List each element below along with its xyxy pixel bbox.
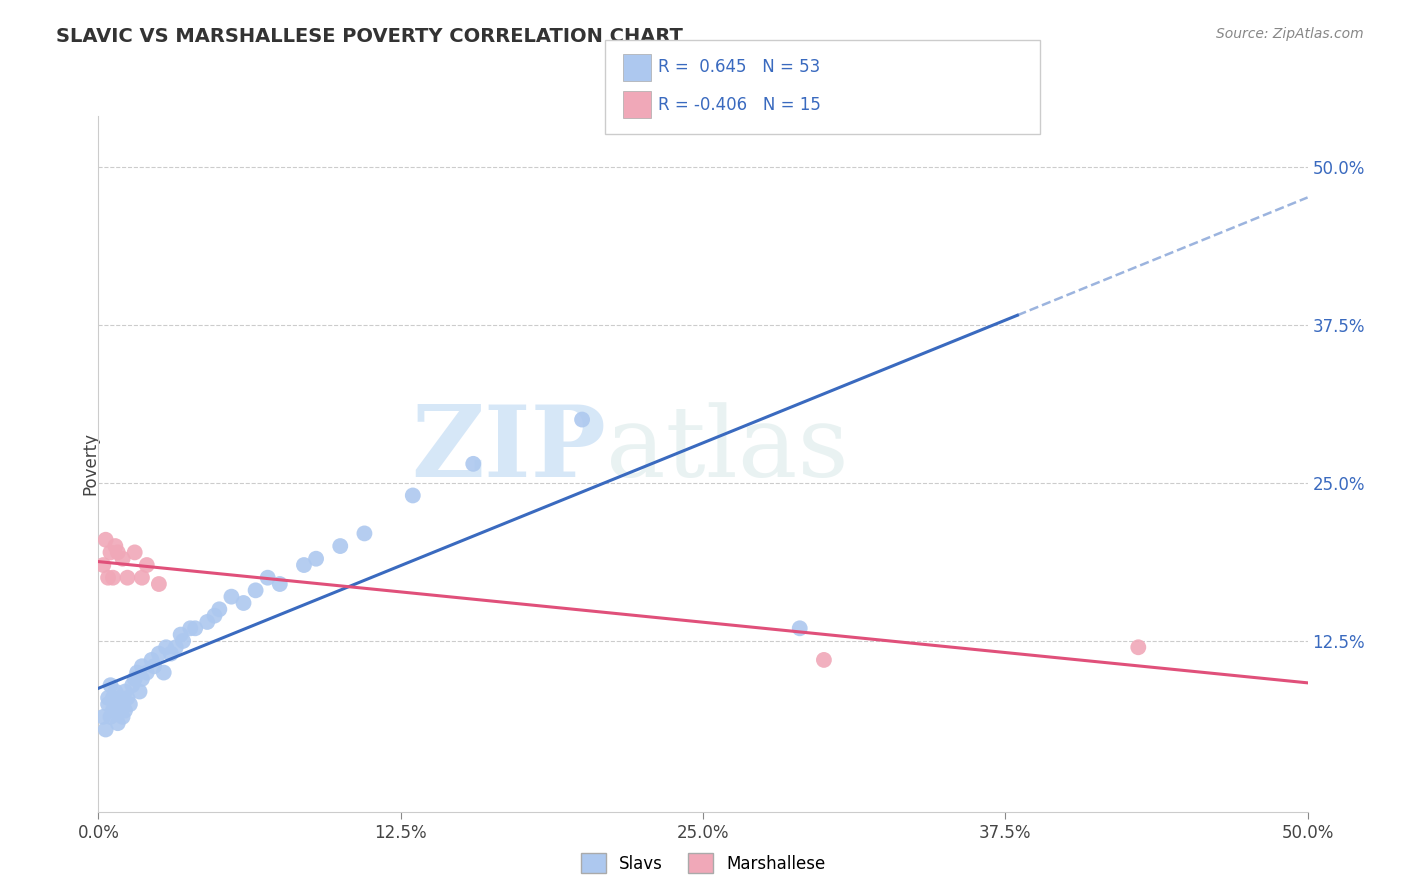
Point bbox=[97, 690, 120, 705]
Point bbox=[97, 697, 120, 711]
Point bbox=[94, 723, 117, 737]
Point bbox=[135, 558, 157, 572]
Point bbox=[91, 558, 114, 572]
Point bbox=[114, 684, 136, 698]
Point bbox=[128, 684, 150, 698]
Point bbox=[305, 551, 328, 566]
Point bbox=[135, 665, 157, 680]
Point bbox=[121, 678, 143, 692]
Point bbox=[160, 647, 183, 661]
Point bbox=[117, 690, 139, 705]
Point bbox=[143, 659, 166, 673]
Point bbox=[148, 647, 170, 661]
Point bbox=[100, 545, 122, 559]
Point bbox=[104, 684, 127, 698]
Point bbox=[94, 533, 117, 547]
Point bbox=[402, 488, 425, 502]
Point bbox=[101, 704, 124, 718]
Point bbox=[114, 704, 136, 718]
Point bbox=[184, 621, 207, 635]
Point bbox=[179, 621, 201, 635]
Point bbox=[108, 690, 131, 705]
Point bbox=[101, 690, 124, 705]
Point bbox=[107, 704, 129, 718]
Point bbox=[104, 539, 127, 553]
Text: SLAVIC VS MARSHALLESE POVERTY CORRELATION CHART: SLAVIC VS MARSHALLESE POVERTY CORRELATIO… bbox=[56, 27, 683, 45]
Point bbox=[353, 526, 375, 541]
Point bbox=[329, 539, 352, 553]
Point bbox=[789, 621, 811, 635]
Point bbox=[117, 571, 139, 585]
Point bbox=[195, 615, 218, 629]
Point bbox=[111, 551, 134, 566]
Text: R =  0.645   N = 53: R = 0.645 N = 53 bbox=[658, 59, 820, 77]
Point bbox=[571, 412, 593, 426]
Point bbox=[118, 697, 141, 711]
Point bbox=[245, 583, 267, 598]
Point bbox=[172, 634, 194, 648]
Point bbox=[1128, 640, 1150, 655]
Point bbox=[107, 545, 129, 559]
Point bbox=[256, 571, 278, 585]
Text: ZIP: ZIP bbox=[412, 401, 606, 499]
Text: R = -0.406   N = 15: R = -0.406 N = 15 bbox=[658, 95, 821, 114]
Point bbox=[100, 710, 122, 724]
Point bbox=[124, 545, 146, 559]
Point bbox=[131, 571, 153, 585]
Point bbox=[813, 653, 835, 667]
Point bbox=[111, 710, 134, 724]
Point bbox=[124, 672, 146, 686]
Point bbox=[292, 558, 315, 572]
Point bbox=[221, 590, 243, 604]
Point bbox=[127, 665, 149, 680]
Point bbox=[148, 577, 170, 591]
Point bbox=[204, 608, 226, 623]
Text: Source: ZipAtlas.com: Source: ZipAtlas.com bbox=[1216, 27, 1364, 41]
Point bbox=[104, 697, 127, 711]
Point bbox=[131, 672, 153, 686]
Point bbox=[269, 577, 291, 591]
Y-axis label: Poverty: Poverty bbox=[82, 433, 98, 495]
Point bbox=[165, 640, 187, 655]
Point bbox=[101, 571, 124, 585]
Point bbox=[131, 659, 153, 673]
Text: atlas: atlas bbox=[606, 402, 849, 498]
Point bbox=[155, 640, 177, 655]
Point bbox=[169, 627, 191, 641]
Point bbox=[463, 457, 485, 471]
Point bbox=[91, 710, 114, 724]
Point bbox=[107, 716, 129, 731]
Point bbox=[152, 665, 174, 680]
Legend: Slavs, Marshallese: Slavs, Marshallese bbox=[574, 847, 832, 880]
Point bbox=[232, 596, 254, 610]
Point bbox=[208, 602, 231, 616]
Point bbox=[100, 678, 122, 692]
Point bbox=[97, 571, 120, 585]
Point bbox=[111, 697, 134, 711]
Point bbox=[141, 653, 163, 667]
